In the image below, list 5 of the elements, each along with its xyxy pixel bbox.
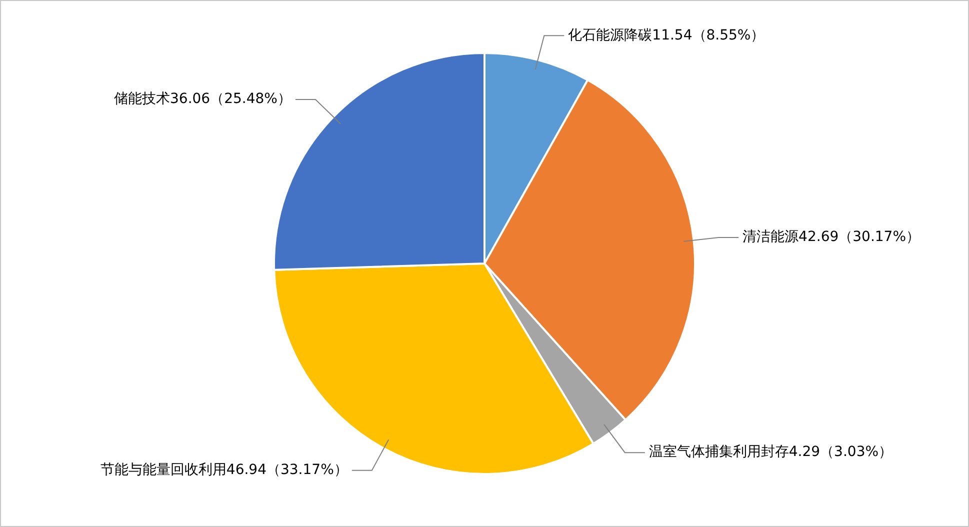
slice-label: 清洁能源42.69（30.17%） [742, 229, 920, 246]
slice-label: 化石能源降碳11.54（8.55%） [568, 27, 765, 44]
slice-label: 温室气体捕集利用封存4.29（3.03%） [648, 444, 893, 460]
slice-label: 储能技术36.06（25.48%） [114, 91, 292, 108]
slice-label: 节能与能量回收利用46.94（33.17%） [100, 462, 348, 478]
